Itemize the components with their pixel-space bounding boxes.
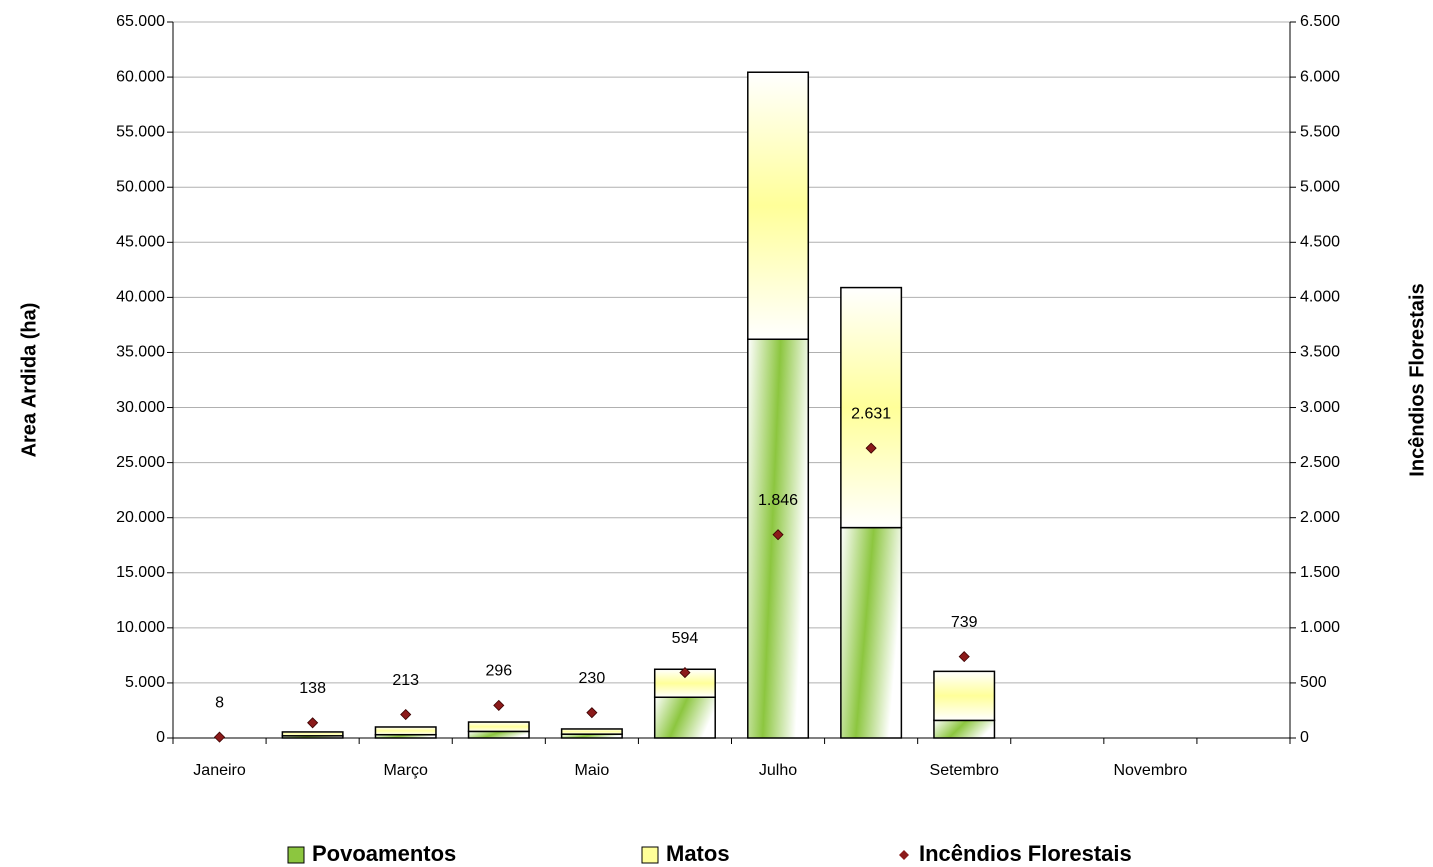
marker xyxy=(772,529,784,541)
bar xyxy=(933,719,996,739)
y2-axis-title: Incêndios Florestais xyxy=(1406,283,1428,476)
y2-tick-label: 500 xyxy=(1300,674,1327,691)
y-tick-label: 45.000 xyxy=(116,234,165,251)
x-tick-label: Novembro xyxy=(1113,762,1187,779)
y-tick-label: 10.000 xyxy=(116,619,165,636)
data-label: 296 xyxy=(485,663,512,680)
y-tick-label: 55.000 xyxy=(116,123,165,140)
legend-swatch xyxy=(641,846,659,864)
legend-marker xyxy=(899,850,909,860)
bar xyxy=(560,728,623,735)
y2-tick-label: 4.000 xyxy=(1300,289,1340,306)
bar xyxy=(747,71,810,340)
marker xyxy=(307,717,319,729)
marker xyxy=(958,651,970,663)
x-tick-label: Maio xyxy=(575,762,610,779)
data-label: 1.846 xyxy=(758,492,798,509)
y2-tick-label: 6.000 xyxy=(1300,68,1340,85)
y-tick-label: 60.000 xyxy=(116,68,165,85)
marker xyxy=(586,707,598,719)
y-axis-title: Area Ardida (ha) xyxy=(18,303,40,458)
marker xyxy=(865,442,877,454)
legend-label: Povoamentos xyxy=(312,841,456,866)
data-label: 739 xyxy=(951,614,978,631)
y-tick-label: 5.000 xyxy=(125,674,165,691)
data-label: 2.631 xyxy=(851,405,891,422)
y-tick-label: 25.000 xyxy=(116,454,165,471)
y2-tick-label: 2.500 xyxy=(1300,454,1340,471)
bar xyxy=(653,696,716,739)
y2-tick-label: 0 xyxy=(1300,729,1309,746)
y2-tick-label: 1.000 xyxy=(1300,619,1340,636)
x-tick-label: Setembro xyxy=(930,762,999,779)
data-label: 594 xyxy=(672,630,699,647)
marker xyxy=(213,731,226,743)
legend-label: Matos xyxy=(666,841,730,866)
y2-tick-label: 5.000 xyxy=(1300,178,1340,195)
x-tick-label: Julho xyxy=(759,762,797,779)
marker xyxy=(493,699,505,711)
y-tick-label: 50.000 xyxy=(116,178,165,195)
y2-tick-label: 4.500 xyxy=(1300,234,1340,251)
bar xyxy=(374,726,437,736)
y2-tick-label: 3.500 xyxy=(1300,344,1340,361)
bar xyxy=(467,730,530,739)
y2-tick-label: 5.500 xyxy=(1300,123,1340,140)
bar xyxy=(933,670,996,722)
data-label: 213 xyxy=(392,672,419,689)
data-label: 138 xyxy=(299,680,326,697)
data-label: 230 xyxy=(579,670,606,687)
y-tick-label: 65.000 xyxy=(116,13,165,30)
x-tick-label: Março xyxy=(383,762,428,779)
bar xyxy=(840,286,903,529)
y-tick-label: 20.000 xyxy=(116,509,165,526)
marker xyxy=(400,708,412,721)
x-tick-label: Janeiro xyxy=(193,762,246,779)
y2-tick-label: 1.500 xyxy=(1300,564,1340,581)
y-tick-label: 40.000 xyxy=(116,289,165,306)
data-label: 8 xyxy=(215,694,224,711)
legend-label: Incêndios Florestais xyxy=(919,841,1132,866)
y-tick-label: 0 xyxy=(156,729,165,746)
marker xyxy=(679,667,691,679)
y-tick-label: 15.000 xyxy=(116,564,165,581)
y2-tick-label: 3.000 xyxy=(1300,399,1340,416)
bar xyxy=(840,526,903,739)
y-tick-label: 30.000 xyxy=(116,399,165,416)
bar xyxy=(281,731,344,737)
legend-swatch xyxy=(287,846,305,864)
y-tick-label: 35.000 xyxy=(116,344,165,361)
y2-tick-label: 6.500 xyxy=(1300,13,1340,30)
y2-tick-label: 2.000 xyxy=(1300,509,1340,526)
bar xyxy=(467,721,530,733)
